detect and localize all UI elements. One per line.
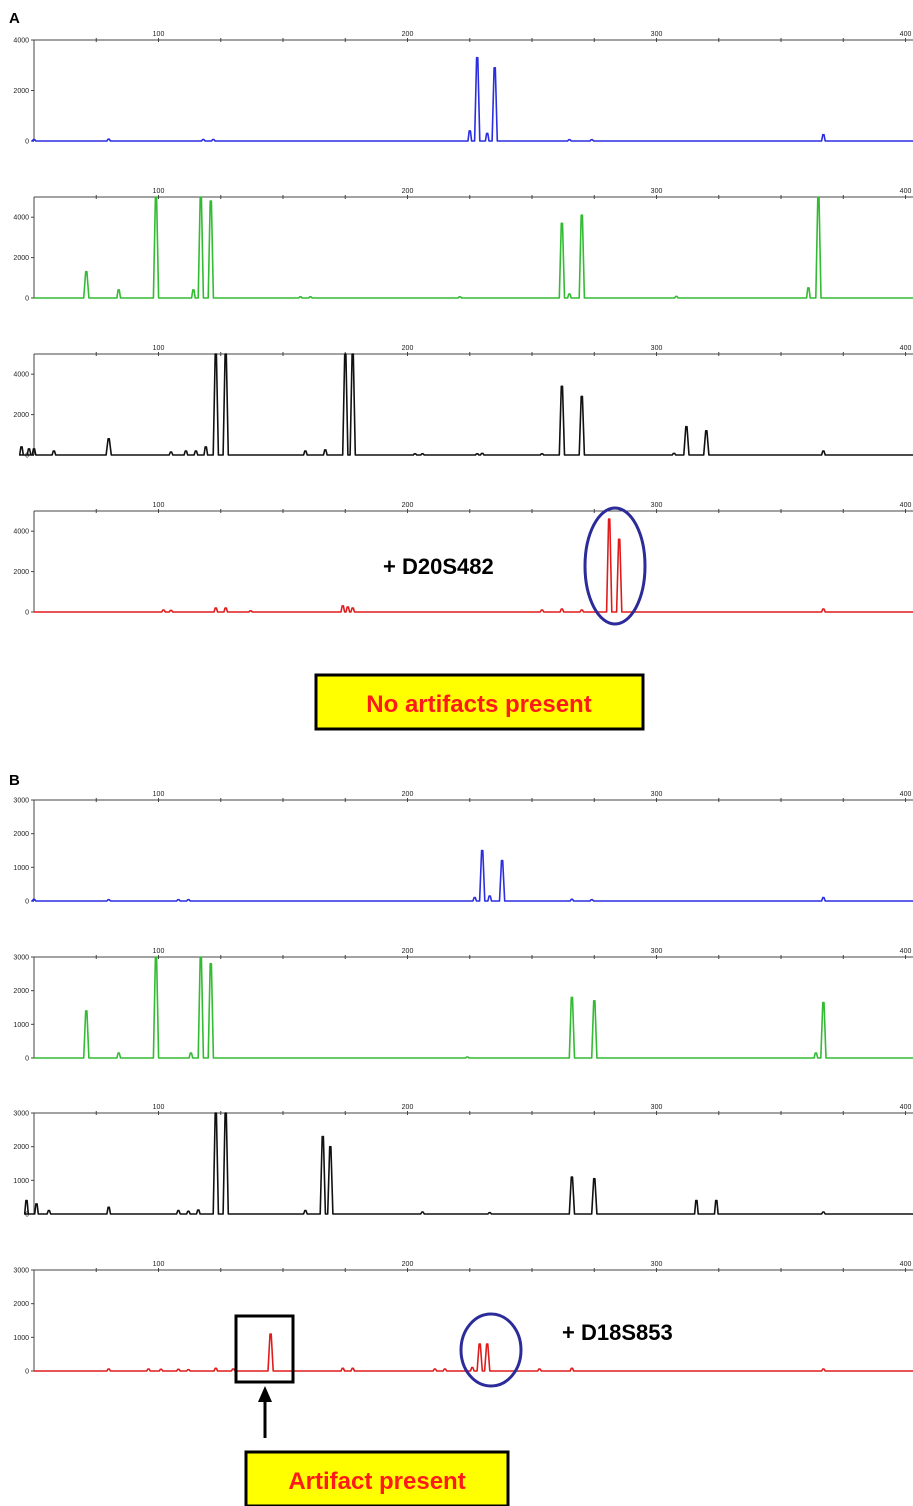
x-tick-label: 400	[900, 345, 912, 352]
x-tick-label: 100	[153, 1104, 165, 1111]
x-tick-label: 400	[900, 1104, 912, 1111]
y-tick-label: 3000	[13, 1268, 29, 1275]
note-box-a	[314, 673, 645, 731]
y-tick-label: 0	[25, 1056, 29, 1063]
y-tick-label: 4000	[13, 38, 29, 45]
track-1-3: 100 200 300 400 0 1000 2000 3000	[13, 1261, 913, 1376]
y-tick-label: 0	[25, 899, 29, 906]
x-tick-label: 400	[900, 188, 912, 195]
track-1-2: 100 200 300 400 0 1000 2000 3000	[13, 1104, 913, 1219]
y-tick-label: 2000	[13, 988, 29, 995]
x-tick-label: 200	[402, 188, 414, 195]
x-tick-label: 400	[900, 948, 912, 955]
y-tick-label: 1000	[13, 1022, 29, 1029]
y-tick-label: 3000	[13, 798, 29, 805]
x-tick-label: 200	[402, 502, 414, 509]
x-tick-label: 200	[402, 1104, 414, 1111]
y-tick-label: 2000	[13, 88, 29, 95]
y-tick-label: 0	[25, 453, 29, 460]
y-tick-label: 2000	[13, 255, 29, 262]
trace-line	[31, 849, 913, 902]
x-tick-label: 200	[402, 31, 414, 38]
panel-b-label: B	[9, 772, 20, 789]
panel-a-label: A	[9, 10, 20, 27]
highlight-circle-a	[583, 506, 647, 626]
x-tick-label: 400	[900, 791, 912, 798]
y-tick-label: 3000	[13, 1111, 29, 1118]
y-tick-label: 4000	[13, 215, 29, 222]
x-tick-label: 100	[153, 1261, 165, 1268]
x-tick-label: 100	[153, 31, 165, 38]
note-no-artifacts: No artifacts present	[366, 691, 591, 718]
y-tick-label: 2000	[13, 569, 29, 576]
x-tick-label: 200	[402, 1261, 414, 1268]
y-tick-label: 1000	[13, 865, 29, 872]
x-tick-label: 300	[651, 1261, 663, 1268]
artifact-box	[234, 1314, 295, 1384]
y-tick-label: 0	[25, 296, 29, 303]
x-tick-label: 200	[402, 948, 414, 955]
x-tick-label: 400	[900, 502, 912, 509]
y-tick-label: 0	[25, 610, 29, 617]
x-tick-label: 100	[153, 188, 165, 195]
trace-line	[31, 56, 913, 142]
y-tick-label: 0	[25, 139, 29, 146]
x-tick-label: 400	[900, 31, 912, 38]
x-tick-label: 400	[900, 1261, 912, 1268]
track-1-0: 100 200 300 400 0 1000 2000 3000	[13, 791, 913, 906]
y-tick-label: 1000	[13, 1335, 29, 1342]
x-tick-label: 100	[153, 791, 165, 798]
trace-line	[23, 1112, 913, 1215]
note-box-b	[244, 1450, 510, 1506]
y-tick-label: 2000	[13, 1301, 29, 1308]
marker-label-d18s853: + D18S853	[562, 1320, 673, 1345]
y-tick-label: 2000	[13, 1144, 29, 1151]
trace-line	[34, 196, 913, 299]
x-tick-label: 300	[651, 502, 663, 509]
y-tick-label: 2000	[13, 412, 29, 419]
y-tick-label: 2000	[13, 831, 29, 838]
x-tick-label: 200	[402, 345, 414, 352]
track-1-1: 100 200 300 400 0 1000 2000 3000	[13, 948, 913, 1063]
y-tick-label: 4000	[13, 372, 29, 379]
x-tick-label: 300	[651, 791, 663, 798]
highlight-circle-b	[459, 1312, 523, 1388]
x-tick-label: 100	[153, 948, 165, 955]
x-tick-label: 300	[651, 948, 663, 955]
x-tick-label: 300	[651, 188, 663, 195]
y-tick-label: 0	[25, 1369, 29, 1376]
x-tick-label: 300	[651, 345, 663, 352]
arrow-head-icon	[258, 1386, 272, 1402]
x-tick-label: 300	[651, 1104, 663, 1111]
x-tick-label: 100	[153, 502, 165, 509]
x-tick-label: 200	[402, 791, 414, 798]
x-tick-label: 100	[153, 345, 165, 352]
x-tick-label: 300	[651, 31, 663, 38]
trace-line	[34, 1333, 913, 1372]
trace-line	[34, 518, 913, 613]
y-tick-label: 0	[25, 1212, 29, 1219]
trace-line	[18, 353, 913, 456]
marker-label-d20s482: + D20S482	[383, 554, 494, 579]
note-artifact-present: Artifact present	[288, 1468, 465, 1495]
y-tick-label: 4000	[13, 529, 29, 536]
y-tick-label: 1000	[13, 1178, 29, 1185]
y-tick-label: 3000	[13, 955, 29, 962]
trace-line	[34, 956, 913, 1059]
